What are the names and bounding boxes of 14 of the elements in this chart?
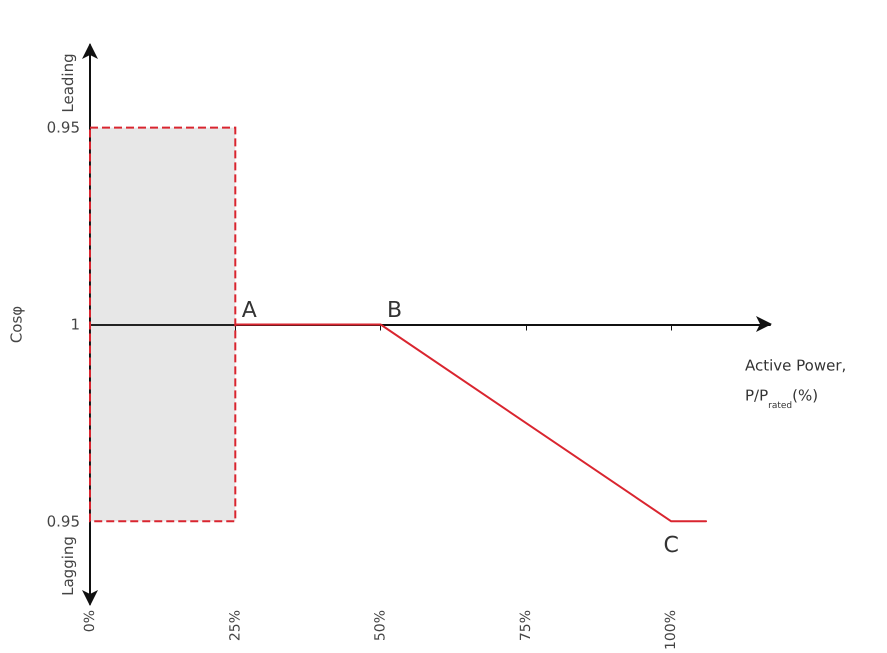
x-tick-label: 25% bbox=[227, 610, 244, 642]
x-tick-label: 0% bbox=[82, 610, 98, 632]
text: Leading bbox=[59, 53, 77, 113]
annotation: C bbox=[664, 532, 679, 558]
annotation: B bbox=[387, 298, 402, 323]
annotation: 0.95 bbox=[46, 118, 80, 137]
y-axis-title: Cosφ bbox=[8, 306, 26, 344]
annotation: 0.95 bbox=[46, 512, 80, 530]
x-tick-label: 50% bbox=[372, 610, 389, 642]
x-tick-label: 100% bbox=[663, 610, 680, 650]
text: Lagging bbox=[59, 536, 77, 596]
x-tick-label: 75% bbox=[518, 610, 534, 642]
annotation: 1 bbox=[70, 315, 80, 334]
annotation: A bbox=[242, 298, 257, 323]
